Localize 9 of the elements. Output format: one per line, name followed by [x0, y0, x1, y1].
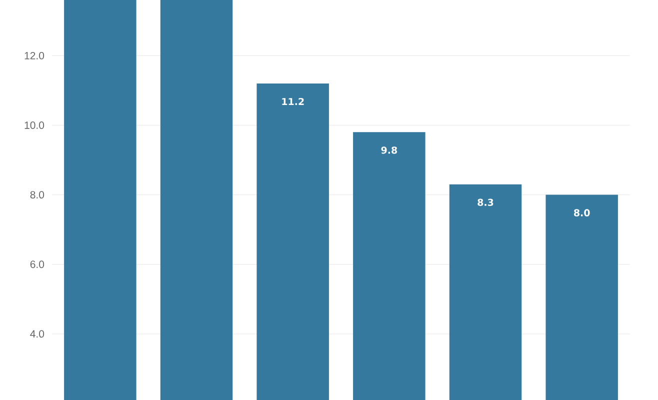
y-tick-label: 4.0	[30, 330, 44, 338]
y-tick-label: 10.0	[24, 122, 44, 129]
y-tick-label: 6.0	[30, 260, 44, 268]
y-tick-label: 8.0	[30, 191, 44, 199]
data-label: 9.8	[381, 146, 397, 154]
data-label: 8.0	[574, 209, 590, 216]
data-label: 8.3	[478, 198, 494, 206]
y-tick-label: 12.0	[24, 52, 44, 60]
data-label: 11.2	[282, 98, 304, 105]
